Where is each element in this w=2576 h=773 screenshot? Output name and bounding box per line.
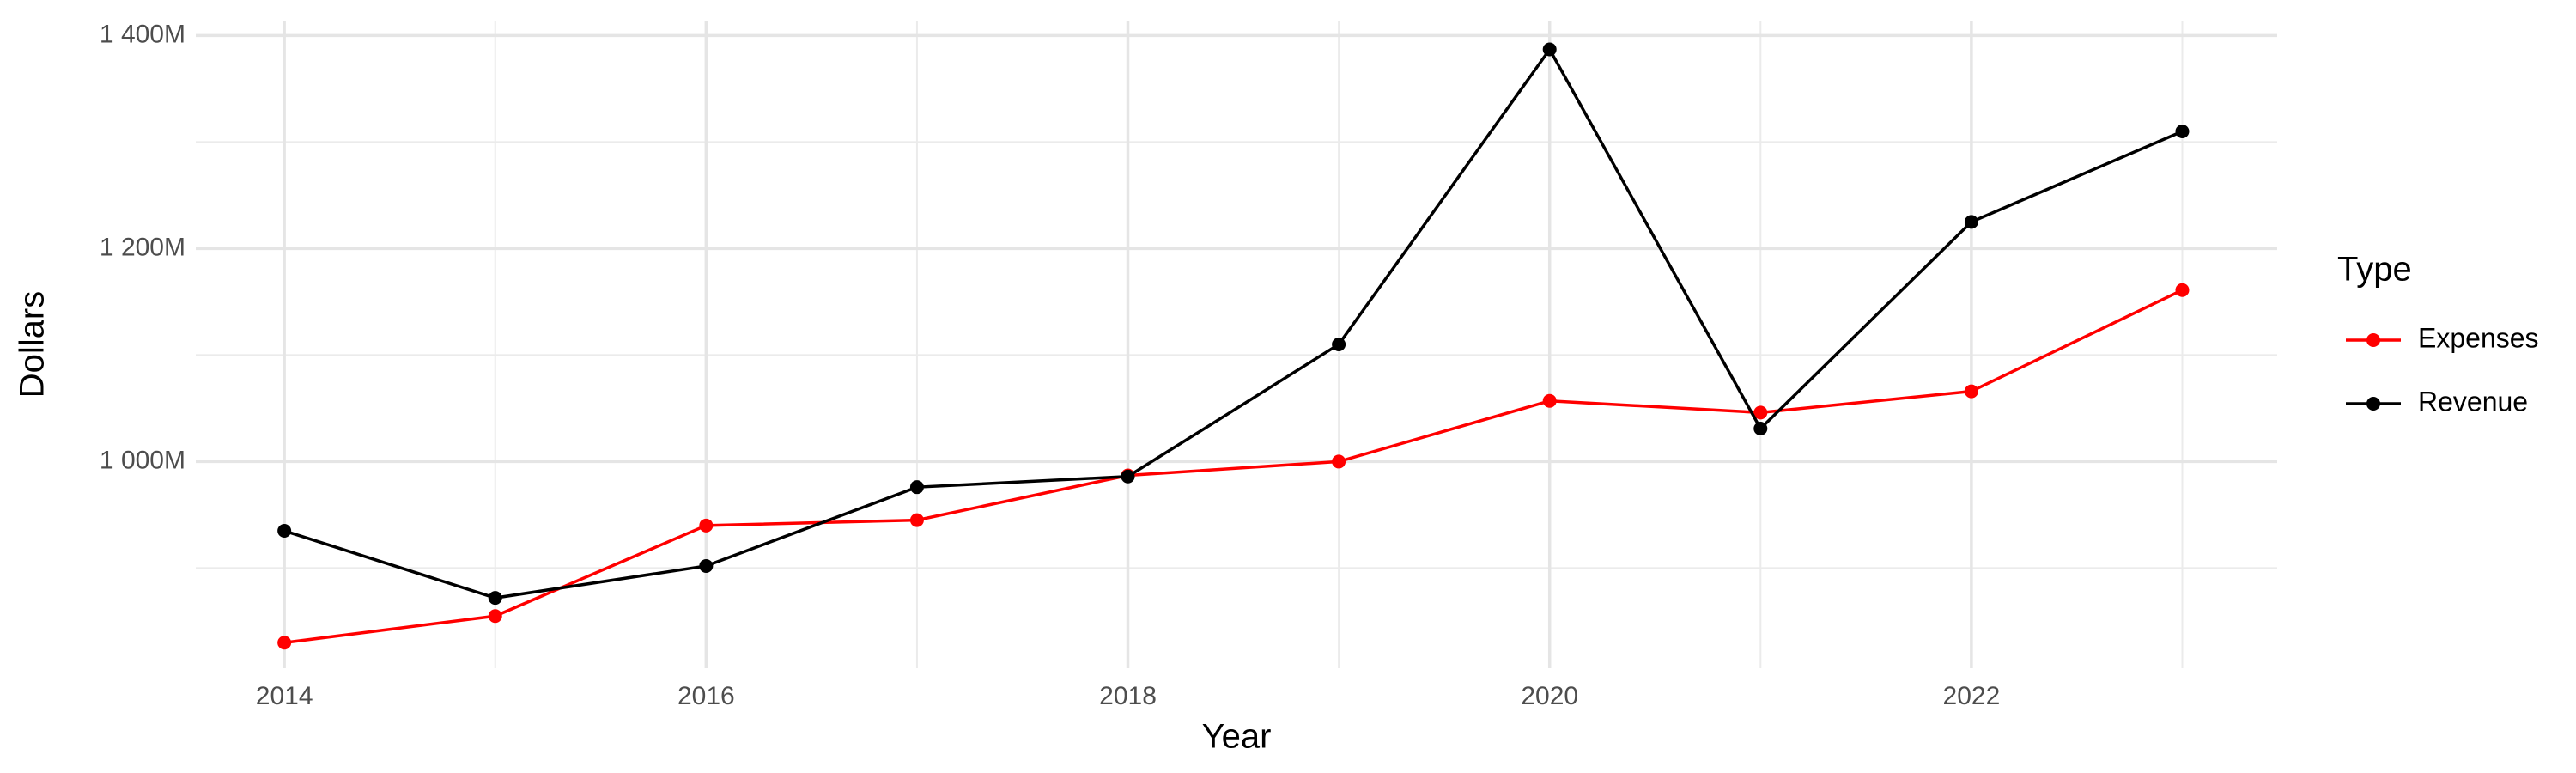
data-point bbox=[1964, 215, 1978, 229]
data-point bbox=[1121, 469, 1135, 484]
series-line bbox=[283, 289, 2184, 644]
x-tick-label: 2016 bbox=[677, 682, 735, 710]
legend-key-point bbox=[2366, 397, 2380, 411]
data-point bbox=[699, 558, 714, 573]
y-axis-title: Dollars bbox=[14, 291, 52, 398]
data-point bbox=[1542, 42, 1557, 57]
y-tick-label: 1 000M bbox=[100, 446, 185, 474]
data-point bbox=[909, 480, 924, 495]
data-point bbox=[277, 524, 292, 539]
y-tick-label: 1 400M bbox=[100, 20, 185, 48]
legend-title: Type bbox=[2337, 251, 2412, 289]
y-tick-label: 1 200M bbox=[100, 233, 185, 261]
data-point bbox=[1542, 393, 1557, 408]
x-tick-label: 2020 bbox=[1521, 682, 1578, 710]
data-point bbox=[1964, 384, 1978, 399]
data-point bbox=[1753, 421, 1768, 435]
data-point bbox=[2175, 283, 2190, 297]
x-axis-title: Year bbox=[1202, 718, 1272, 756]
legend-label: Revenue bbox=[2418, 386, 2528, 417]
data-point bbox=[1332, 338, 1346, 351]
x-tick-label: 2022 bbox=[1943, 682, 2001, 710]
data-point bbox=[1332, 454, 1346, 469]
x-tick-label: 2018 bbox=[1099, 682, 1157, 710]
data-point bbox=[909, 513, 924, 527]
data-point bbox=[488, 609, 502, 624]
data-point bbox=[277, 636, 292, 650]
x-tick-label: 2014 bbox=[256, 682, 313, 710]
data-point bbox=[2175, 124, 2190, 138]
legend-label: Expenses bbox=[2418, 322, 2539, 353]
data-point bbox=[699, 518, 714, 533]
legend-key-point bbox=[2366, 333, 2380, 347]
data-point bbox=[488, 591, 502, 606]
data-point bbox=[1753, 405, 1768, 420]
series-line bbox=[283, 46, 2184, 600]
